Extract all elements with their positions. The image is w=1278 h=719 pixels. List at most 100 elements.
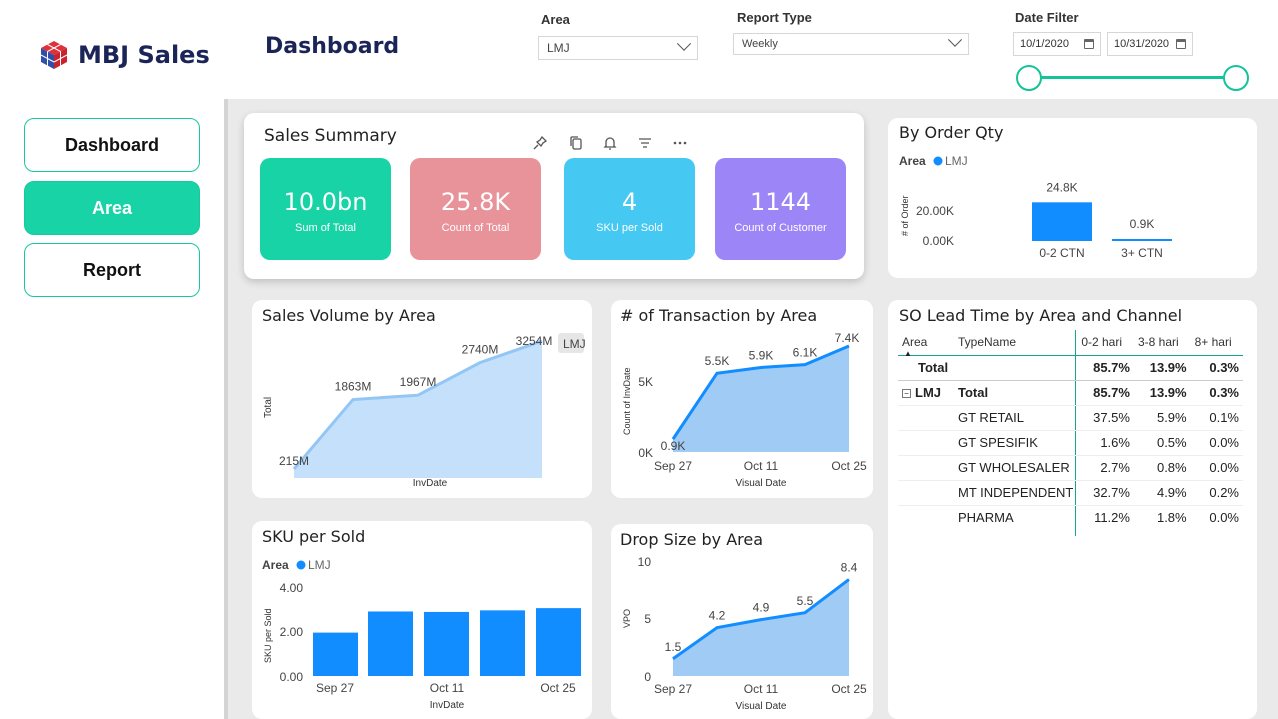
legend-chip[interactable] [558,333,584,353]
table-cell: 0.0% [1209,510,1239,526]
pin-icon[interactable] [532,135,548,151]
sales-volume-chart: LMJ Total InvDate 215M 1863M 1967M 2740M 325… [263,333,586,489]
transactions-card[interactable]: # of Transaction by Area Count of InvDat… [611,300,873,498]
column-header-area[interactable]: Area ▲ [902,335,928,358]
sku-per-sold-card[interactable]: SKU per Sold Area LMJ SKU per Sold 4.00 … [252,521,592,719]
x-tick: Oct 25 [831,459,867,473]
date-end-input[interactable]: 10/31/2020 [1107,32,1193,56]
by-order-qty-chart: Area LMJ # of Order 20.00K 0.00K 24.8K 0-… [899,154,1172,260]
area-fill [673,346,849,452]
by-order-qty-title: By Order Qty [899,123,1004,142]
drop-size-chart: VPO 10 5 0 Sep 27 Oct 11 Oct 25 Visual D… [622,555,867,712]
bar[interactable] [480,610,525,676]
data-label: 5.5K [705,354,730,368]
bar[interactable] [1112,239,1172,241]
calendar-icon [1176,39,1186,49]
table-cell: 0.8% [1156,460,1187,475]
lead-time-card[interactable]: SO Lead Time by Area and Channel Area ▲ … [888,300,1257,719]
area-select[interactable]: LMJ [538,36,698,60]
x-tick: Oct 11 [430,681,465,695]
lead-time-table: Area ▲ TypeName 0-2 hari 3-8 hari 8+ har… [898,330,1243,530]
kpi-sku-per-sold[interactable]: 4 SKU per Sold [564,158,695,260]
sales-summary-card[interactable]: Sales Summary 10.0bn Sum of Total 25.8K … [244,113,864,279]
kpi-value: 25.8K [440,188,511,216]
nav-dashboard-button[interactable]: Dashboard [24,118,200,172]
kpi-label: Sum of Total [295,222,356,234]
table-cell: 85.7% [1093,385,1130,400]
legend-title: Area [262,558,289,572]
chevron-down-icon [676,36,692,51]
collapse-icon[interactable]: − [902,389,911,398]
date-filter-label: Date Filter [1015,10,1079,25]
series-line [292,339,543,470]
column-header-typename[interactable]: TypeName [958,335,1017,350]
table-row: PHARMA 11.2% 1.8% 0.0% [898,505,1243,530]
x-tick: Sep 27 [654,459,692,473]
data-label: 4.2 [709,609,726,623]
bar[interactable] [1032,202,1092,241]
kpi-value: 4 [621,188,638,216]
filter-icon[interactable] [637,135,653,151]
kpi-count-total[interactable]: 25.8K Count of Total [410,158,541,260]
data-label: 1967M [400,375,437,389]
kpi-count-customer[interactable]: 1144 Count of Customer [715,158,846,260]
total-label: Total [918,360,949,375]
table-row: GT WHOLESALER 2.7% 0.8% 0.0% [898,455,1243,480]
table-row-area: − LMJ Total 85.7% 13.9% 0.3% [898,380,1243,405]
by-order-qty-card[interactable]: By Order Qty Area LMJ # of Order 20.00K … [888,118,1257,278]
x-axis-label: Visual Date [736,478,787,489]
sales-volume-card[interactable]: Sales Volume by Area LMJ Total InvDate 2… [252,300,592,498]
data-label: 215M [279,454,309,468]
table-cell: 0.2% [1209,485,1239,500]
kpi-value: 1144 [749,188,812,216]
bar[interactable] [424,611,469,676]
column-header-8plus[interactable]: 8+ hari [1194,335,1232,350]
x-axis-label: InvDate [430,700,465,711]
x-tick: Oct 11 [744,682,779,696]
x-axis-label: InvDate [413,478,448,489]
data-label: 1.5 [665,640,682,654]
legend-title: Area [899,154,926,168]
bar[interactable] [536,608,581,676]
calendar-icon [1084,39,1094,49]
bar[interactable] [313,632,358,676]
table-cell: 0.5% [1156,435,1187,450]
bell-icon[interactable] [602,135,618,151]
date-slider-end-handle[interactable] [1223,65,1249,91]
kpi-value: 10.0bn [283,188,368,216]
legend-item: LMJ [945,154,968,168]
report-type-select[interactable]: Weekly [733,32,969,55]
x-tick: Oct 25 [540,681,576,695]
y-tick: 0K [638,446,653,460]
copy-icon[interactable] [568,135,584,151]
table-cell: 1.8% [1156,510,1187,526]
x-tick: Sep 27 [654,682,692,696]
table-cell: 0.0% [1209,460,1239,475]
data-label: 0.9K [1130,217,1155,231]
table-cell: 32.7% [1093,485,1130,500]
logo-cube-icon [40,41,68,69]
area-total-label: Total [958,385,989,400]
report-type-label: Report Type [737,10,812,25]
table-cell: 0.0% [1209,435,1239,450]
transactions-chart: Count of InvDate 5K 0K Sep 27 Oct 11 Oct… [622,331,867,489]
date-slider-start-handle[interactable] [1016,65,1042,91]
nav-area-button[interactable]: Area [24,181,200,235]
more-options-icon[interactable] [672,135,688,151]
legend-marker [296,560,306,570]
sales-volume-title: Sales Volume by Area [262,306,436,325]
y-tick: 5 [644,612,651,626]
x-tick: 3+ CTN [1121,246,1163,260]
date-slider-track[interactable] [1028,76,1236,79]
date-start-input[interactable]: 10/1/2020 [1013,32,1101,56]
table-row: MT INDEPENDENT 32.7% 4.9% 0.2% [898,480,1243,505]
nav-report-button[interactable]: Report [24,243,200,297]
column-header-3-8[interactable]: 3-8 hari [1137,335,1179,350]
drop-size-card[interactable]: Drop Size by Area VPO 10 5 0 Sep 27 Oct … [611,524,873,719]
kpi-label: Count of Total [441,222,510,234]
data-label: 8.4 [841,560,858,574]
kpi-sum-total[interactable]: 10.0bn Sum of Total [260,158,391,260]
column-header-0-2[interactable]: 0-2 hari [1081,335,1123,350]
bar[interactable] [368,611,413,676]
y-axis-label: SKU per Sold [263,608,273,663]
